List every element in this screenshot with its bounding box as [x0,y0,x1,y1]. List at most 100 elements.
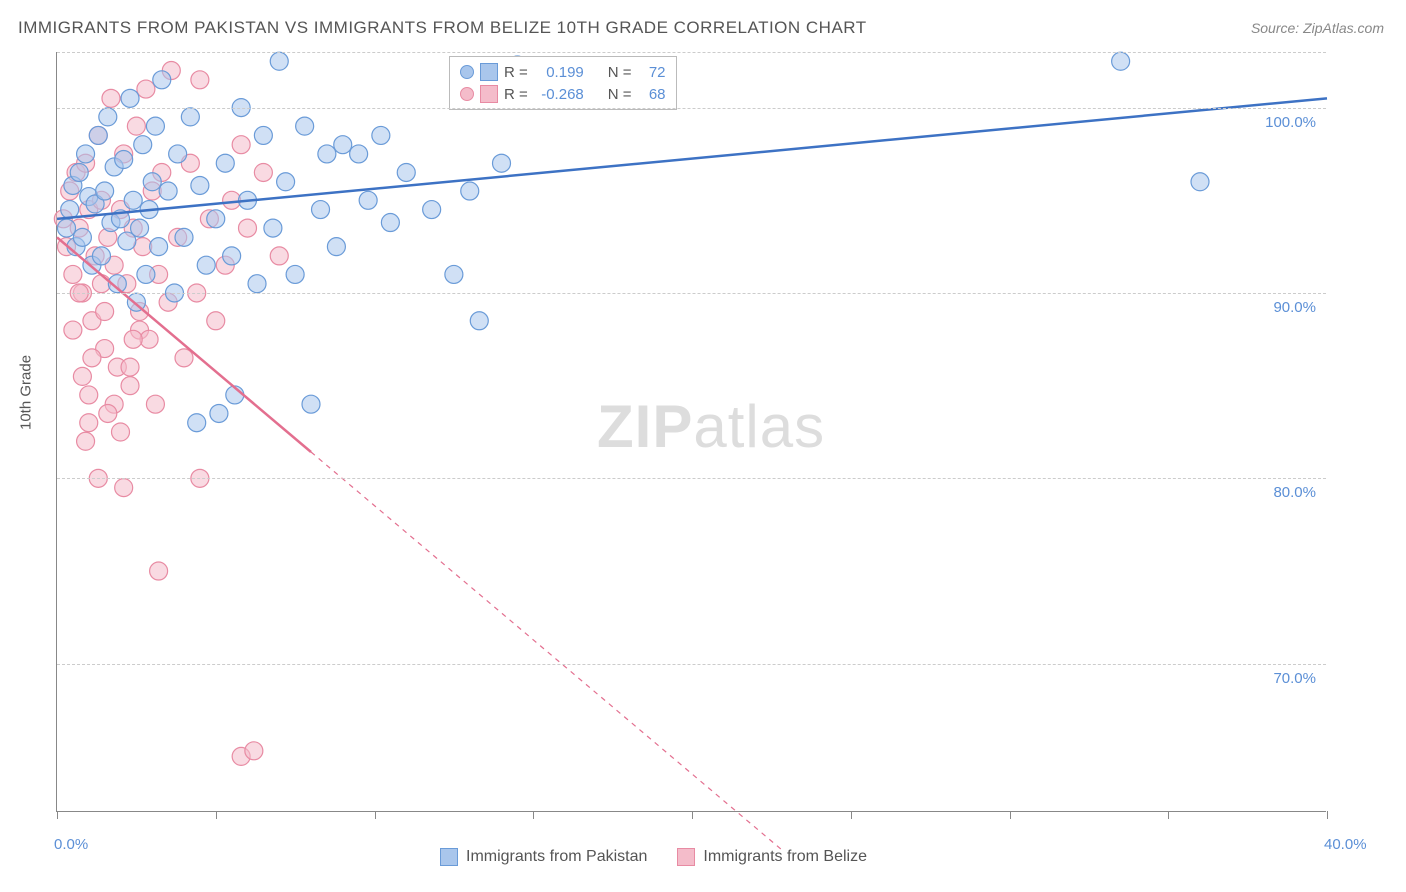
chart-svg [57,52,1326,811]
legend-swatch-icon [480,85,498,103]
legend-series-label: Immigrants from Belize [703,848,867,866]
data-point [73,367,91,385]
data-point [102,89,120,107]
trend-line-dashed [311,452,781,849]
data-point [191,71,209,89]
data-point [423,201,441,219]
data-point [131,219,149,237]
data-point [89,126,107,144]
data-point [254,126,272,144]
data-point [470,312,488,330]
legend-swatch-icon [440,848,458,866]
data-point [121,358,139,376]
legend-r-label: R = [504,64,528,81]
data-point [58,219,76,237]
data-point [143,173,161,191]
legend-series: Immigrants from Pakistan Immigrants from … [440,848,867,866]
data-point [312,201,330,219]
source-label: Source: ZipAtlas.com [1251,20,1384,36]
data-point [121,377,139,395]
data-point [210,404,228,422]
y-tick-label: 90.0% [1273,299,1316,316]
legend-swatch-icon [677,848,695,866]
legend-stats-row: R =-0.268N =68 [460,83,666,105]
x-tick [375,811,376,819]
data-point [381,214,399,232]
data-point [207,312,225,330]
trend-line [57,98,1327,218]
data-point [350,145,368,163]
data-point [493,154,511,172]
data-point [302,395,320,413]
legend-series-label: Immigrants from Pakistan [466,848,647,866]
data-point [270,247,288,265]
data-point [77,145,95,163]
data-point [64,265,82,283]
legend-n-label: N = [608,64,632,81]
data-point [127,117,145,135]
data-point [188,414,206,432]
data-point [150,238,168,256]
legend-series-item: Immigrants from Pakistan [440,848,647,866]
data-point [121,89,139,107]
legend-circle-icon [460,65,474,79]
data-point [92,247,110,265]
data-point [207,210,225,228]
data-point [181,108,199,126]
data-point [359,191,377,209]
data-point [1191,173,1209,191]
x-tick-label: 40.0% [1324,836,1367,853]
data-point [169,145,187,163]
data-point [318,145,336,163]
x-tick [692,811,693,819]
data-point [134,136,152,154]
gridline-h [57,52,1326,53]
x-tick [57,811,58,819]
data-point [197,256,215,274]
y-tick-label: 80.0% [1273,484,1316,501]
x-tick [1327,811,1328,819]
data-point [96,303,114,321]
data-point [239,219,257,237]
data-point [137,265,155,283]
legend-n-value: 68 [638,86,666,103]
data-point [254,163,272,181]
data-point [64,321,82,339]
x-tick [1168,811,1169,819]
x-tick [1010,811,1011,819]
data-point [245,742,263,760]
plot-area: ZIPatlas R =0.199N =72R =-0.268N =68 70.… [56,52,1326,812]
data-point [96,182,114,200]
legend-n-label: N = [608,86,632,103]
x-tick [533,811,534,819]
data-point [124,191,142,209]
data-point [99,108,117,126]
data-point [77,432,95,450]
data-point [1112,52,1130,70]
gridline-h [57,664,1326,665]
data-point [83,349,101,367]
gridline-h [57,108,1326,109]
y-tick-label: 70.0% [1273,670,1316,687]
legend-n-value: 72 [638,64,666,81]
legend-series-item: Immigrants from Belize [677,848,867,866]
gridline-h [57,478,1326,479]
legend-r-label: R = [504,86,528,103]
x-tick [851,811,852,819]
x-tick-label: 0.0% [54,836,88,853]
legend-swatch-icon [480,63,498,81]
legend-circle-icon [460,87,474,101]
legend-stats: R =0.199N =72R =-0.268N =68 [449,56,677,110]
data-point [146,117,164,135]
data-point [80,414,98,432]
data-point [270,52,288,70]
data-point [232,136,250,154]
data-point [137,80,155,98]
data-point [115,151,133,169]
data-point [115,479,133,497]
chart-title: IMMIGRANTS FROM PAKISTAN VS IMMIGRANTS F… [18,18,867,38]
data-point [286,265,304,283]
data-point [216,154,234,172]
data-point [191,176,209,194]
data-point [80,386,98,404]
